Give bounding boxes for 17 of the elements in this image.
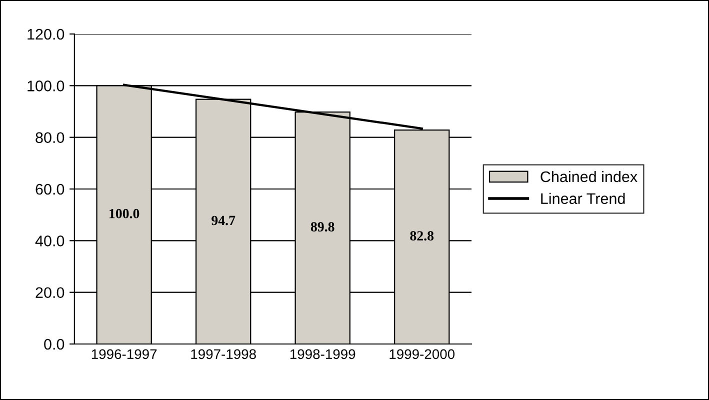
legend-label: Chained index	[540, 170, 638, 182]
x-tick-label: 1997-1998	[191, 349, 256, 360]
y-tick-label: 60.0	[36, 184, 64, 195]
data-label: 89.8	[310, 222, 334, 232]
y-tick-label: 40.0	[35, 236, 64, 246]
x-tick-label: 1998-1999	[290, 349, 356, 360]
y-tick-label: 0.0	[44, 338, 64, 350]
y-tick-label: 100.0	[28, 80, 64, 92]
y-tick-label: 20.0	[36, 287, 64, 298]
legend-label: Linear Trend	[541, 192, 625, 204]
data-label: 82.8	[410, 231, 434, 241]
data-label: 100.0	[110, 208, 140, 218]
y-tick-label: 80.0	[36, 132, 64, 144]
x-tick-label: 1999-2000	[390, 349, 455, 360]
x-tick-label: 1996-1997	[92, 349, 157, 360]
data-label: 94.7	[212, 216, 236, 226]
y-tick-label: 120.0	[28, 28, 64, 40]
